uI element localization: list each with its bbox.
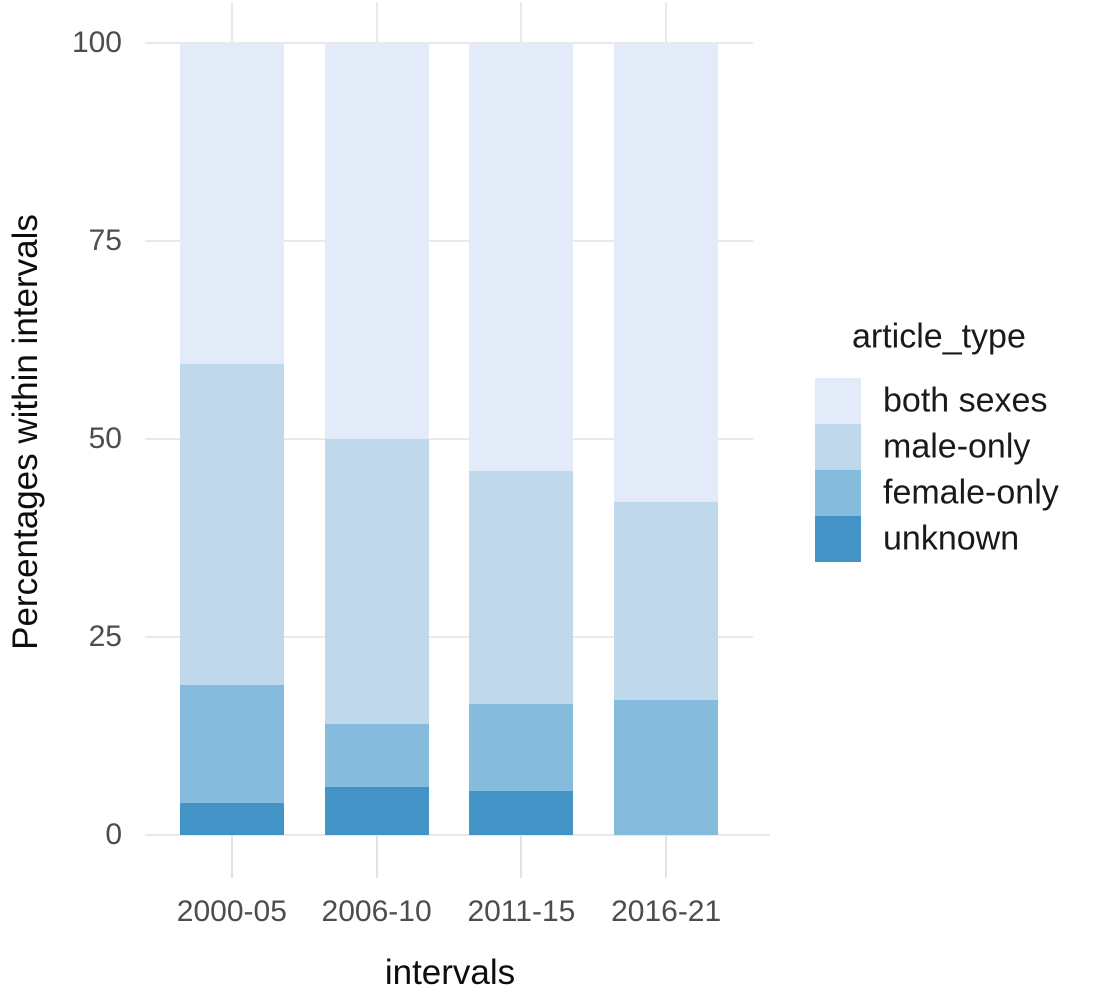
y-tick-label: 50 [88,422,122,455]
gridline-y-75 [145,240,753,242]
bar-segment-2000-05-both-sexes [179,43,284,364]
gridline-y-50 [145,438,753,440]
legend-item-female-only: female-only [815,470,1108,516]
y-tick-label: 25 [88,620,122,653]
legend-label-both-sexes: both sexes [883,381,1048,420]
bar-segment-2016-21-both-sexes [614,43,719,503]
legend-title: article_type [852,317,1026,356]
bar-segment-2006-10-unknown [324,787,429,835]
y-tick-label: 75 [88,224,122,257]
gridline-y-25 [145,636,753,638]
x-tick-label: 2006-10 [321,895,432,928]
x-axis-tick [375,836,378,878]
legend-item-unknown: unknown [815,516,1108,562]
legend-swatch-both-sexes [815,378,861,424]
legend-label-female-only: female-only [883,473,1059,512]
bar-segment-2006-10-female-only [324,724,429,788]
x-axis-tick [665,836,668,878]
legend: article_type both sexes male-only female-o… [815,300,1108,590]
gridline-y-100 [145,42,753,44]
legend-swatch-female-only [815,470,861,516]
bar-segment-2011-15-both-sexes [469,43,574,471]
bar-segment-2016-21-female-only [614,700,719,835]
x-tick-label: 2016-21 [611,895,722,928]
bar-segment-2011-15-unknown [469,791,574,835]
y-tick-label: 0 [105,818,122,851]
x-tick-label: 2000-05 [176,895,287,928]
bar-segment-2000-05-male-only [179,363,284,685]
bar-segment-2006-10-both-sexes [324,43,429,439]
x-axis-tick [520,836,523,878]
legend-swatch-male-only [815,424,861,470]
x-tick-label: 2011-15 [467,895,576,928]
legend-label-unknown: unknown [883,519,1020,558]
bar-segment-2011-15-female-only [469,704,574,792]
y-tick-label: 100 [71,26,122,59]
legend-label-male-only: male-only [883,427,1031,466]
legend-item-both-sexes: both sexes [815,378,1108,424]
x-axis-title: intervals [384,953,516,992]
gridline-y-0 [145,834,770,836]
legend-item-male-only: male-only [815,424,1108,470]
bar-segment-2016-21-male-only [614,502,719,701]
bar-segment-2000-05-female-only [179,684,284,804]
x-axis-tick [230,836,233,878]
bar-segment-2011-15-male-only [469,470,574,705]
bar-segment-2000-05-unknown [179,803,284,835]
legend-swatch-unknown [815,516,861,562]
bar-segment-2006-10-male-only [324,439,429,725]
